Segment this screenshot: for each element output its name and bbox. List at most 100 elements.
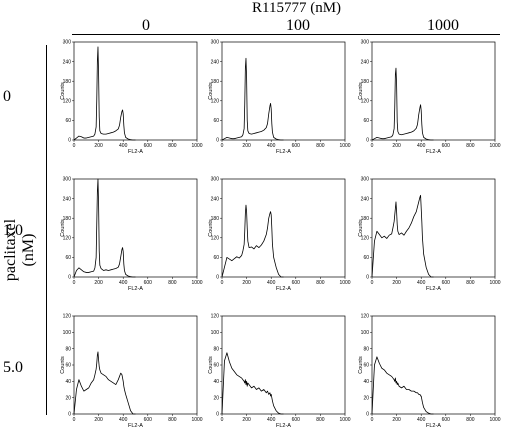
x-tick-label: 400	[417, 280, 426, 286]
plot-frame	[221, 178, 346, 278]
y-tick-label: 120	[361, 99, 370, 105]
y-axis-title: Counts	[60, 356, 66, 374]
x-axis-title: FL2-A	[276, 149, 291, 155]
y-tick-label: 0	[216, 412, 219, 418]
x-tick-label: 800	[466, 417, 475, 423]
y-tick-label: 300	[361, 40, 370, 46]
x-tick-label: 600	[292, 143, 301, 149]
column-label-0: 0	[142, 17, 150, 34]
y-axis-title: Counts	[60, 82, 66, 100]
y-tick-label: 60	[65, 118, 71, 124]
histogram-panel-1-0: 0 200 400 600 800 1000 0 60 120 180 240 300 FL2-A Cou…	[60, 177, 203, 292]
y-tick-label: 120	[211, 236, 220, 242]
y-tick-label: 20	[65, 395, 71, 401]
y-tick-label: 180	[63, 79, 72, 85]
y-axis-title: Counts	[208, 82, 214, 100]
x-tick-label: 0	[371, 417, 374, 423]
x-tick-label: 400	[267, 143, 276, 149]
x-tick-label: 1000	[489, 280, 500, 286]
x-tick-label: 0	[221, 417, 224, 423]
y-tick-label: 40	[213, 379, 219, 385]
column-label-100: 100	[286, 17, 310, 34]
x-tick-label: 400	[119, 417, 128, 423]
x-tick-label: 600	[442, 417, 451, 423]
x-tick-label: 600	[292, 417, 301, 423]
y-tick-label: 60	[65, 363, 71, 369]
y-axis-title: Counts	[208, 356, 214, 374]
row-label-0: 0	[3, 88, 11, 105]
y-tick-label: 240	[211, 59, 220, 65]
y-tick-label: 60	[65, 255, 71, 261]
column-label-1000: 1000	[427, 17, 459, 34]
y-axis-title: Counts	[60, 219, 66, 237]
x-tick-label: 200	[242, 417, 251, 423]
histogram-panel-0-2: 0 200 400 600 800 1000 0 60 120 180 240 300 FL2-A Cou…	[358, 40, 501, 155]
y-tick-label: 0	[216, 138, 219, 144]
y-tick-label: 0	[216, 275, 219, 281]
x-tick-label: 1000	[339, 417, 350, 423]
x-tick-label: 600	[442, 280, 451, 286]
x-tick-label: 800	[316, 280, 325, 286]
y-tick-label: 120	[63, 99, 72, 105]
histogram-panel-1-2: 0 200 400 600 800 1000 0 60 120 180 240 300 FL2-A Cou…	[358, 177, 501, 292]
plot-frame	[221, 315, 346, 415]
y-axis-title: Counts	[358, 82, 364, 100]
histogram-panel-2-1: 0 200 400 600 800 1000 0 20 40 60 80 100 120 FL2-A Cou…	[208, 314, 351, 429]
x-axis-title: FL2-A	[426, 423, 441, 429]
plot-frame	[371, 315, 496, 415]
x-tick-label: 1000	[339, 143, 350, 149]
x-tick-label: 800	[168, 143, 177, 149]
y-tick-label: 100	[63, 330, 72, 336]
x-tick-label: 1000	[191, 417, 202, 423]
x-axis-title: FL2-A	[276, 423, 291, 429]
plot-frame	[371, 178, 496, 278]
histogram-trace	[371, 67, 434, 141]
x-tick-label: 600	[144, 143, 153, 149]
y-tick-label: 100	[211, 330, 220, 336]
x-axis-title: FL2-A	[426, 149, 441, 155]
x-tick-label: 0	[371, 280, 374, 286]
y-tick-label: 180	[361, 216, 370, 222]
y-tick-label: 300	[211, 177, 220, 183]
y-tick-label: 120	[361, 236, 370, 242]
y-tick-label: 60	[213, 255, 219, 261]
x-tick-label: 0	[221, 280, 224, 286]
histogram-trace	[221, 57, 284, 141]
y-tick-label: 240	[361, 59, 370, 65]
x-tick-label: 600	[144, 417, 153, 423]
x-tick-label: 400	[417, 143, 426, 149]
y-tick-label: 120	[211, 314, 220, 320]
histogram-trace	[73, 178, 136, 278]
y-tick-label: 100	[361, 330, 370, 336]
x-axis-title: FL2-A	[128, 423, 143, 429]
y-tick-label: 60	[363, 118, 369, 124]
x-tick-label: 200	[94, 143, 103, 149]
y-tick-label: 0	[366, 275, 369, 281]
y-tick-label: 80	[363, 346, 369, 352]
x-tick-label: 1000	[191, 143, 202, 149]
x-tick-label: 1000	[489, 143, 500, 149]
histogram-trace	[221, 204, 284, 278]
y-tick-label: 40	[65, 379, 71, 385]
y-tick-label: 40	[363, 379, 369, 385]
histogram-panel-2-2: 0 200 400 600 800 1000 0 20 40 60 80 100 120 FL2-A Cou…	[358, 314, 501, 429]
histogram-panel-1-1: 0 200 400 600 800 1000 0 60 120 180 240 300 FL2-A Cou…	[208, 177, 351, 292]
y-tick-label: 0	[366, 412, 369, 418]
x-tick-label: 400	[417, 417, 426, 423]
x-tick-label: 600	[144, 280, 153, 286]
y-tick-label: 240	[63, 196, 72, 202]
y-tick-label: 60	[363, 255, 369, 261]
x-tick-label: 0	[73, 143, 76, 149]
y-tick-label: 20	[363, 395, 369, 401]
x-tick-label: 600	[292, 280, 301, 286]
y-tick-label: 0	[68, 412, 71, 418]
x-tick-label: 1000	[339, 280, 350, 286]
x-tick-label: 600	[442, 143, 451, 149]
y-tick-label: 120	[63, 314, 72, 320]
histogram-trace	[371, 194, 434, 278]
y-tick-label: 0	[68, 138, 71, 144]
x-tick-label: 0	[73, 417, 76, 423]
x-axis-title: FL2-A	[128, 149, 143, 155]
y-tick-label: 80	[213, 346, 219, 352]
